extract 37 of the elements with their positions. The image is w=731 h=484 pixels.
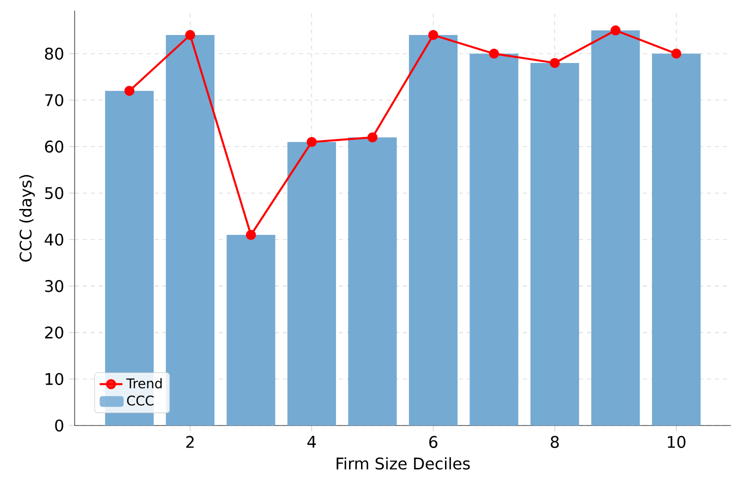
bar: [470, 54, 518, 426]
y-tick-label: 40: [44, 233, 64, 246]
bar: [166, 34, 214, 426]
point: [671, 48, 682, 59]
x-tick-label: 10: [668, 436, 686, 448]
x-tick-label: 8: [550, 436, 559, 448]
bar: [591, 30, 640, 426]
x-axis-title: Firm Size Deciles: [336, 457, 470, 470]
point: [428, 30, 438, 40]
x-tick-label: 4: [307, 436, 316, 448]
point: [306, 136, 317, 147]
bar: [348, 137, 397, 426]
y-tick-label: 30: [45, 280, 64, 292]
y-tick-label: 60: [45, 140, 64, 153]
point: [185, 30, 196, 40]
y-tick-label: 50: [45, 186, 64, 200]
y-tick-label: 20: [45, 326, 64, 339]
legend-label: Trend: [126, 378, 162, 388]
y-axis-title: CCC (days): [19, 174, 35, 262]
bar: [530, 62, 580, 426]
bar: [287, 142, 336, 426]
x-tick-label: 6: [429, 436, 438, 448]
y-tick-label: 0: [55, 419, 64, 432]
bar: [652, 54, 701, 426]
point: [367, 132, 378, 142]
y-tick-label: 70: [45, 94, 64, 106]
point: [489, 48, 500, 59]
point: [246, 230, 256, 240]
y-tick-label: 80: [45, 48, 64, 60]
x-tick-label: 2: [186, 436, 194, 448]
point: [550, 58, 560, 68]
bar: [408, 34, 458, 426]
point: [610, 25, 621, 36]
y-tick-label: 10: [46, 372, 64, 385]
legend-label: CCC: [127, 395, 154, 406]
bar: [226, 234, 276, 426]
point: [124, 86, 134, 96]
